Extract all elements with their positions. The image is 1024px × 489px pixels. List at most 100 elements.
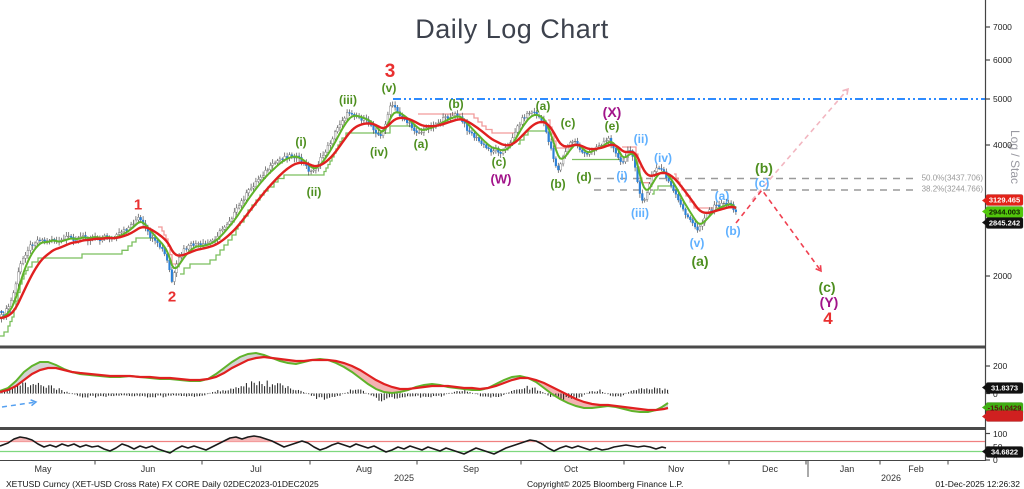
candle-body [583,152,586,154]
candle-body [67,235,70,237]
candle-body [187,245,190,250]
candle-body [674,190,677,195]
arrowhead [842,87,850,95]
candle-body [722,203,725,205]
candle-body [377,132,380,135]
candle-body [598,145,601,148]
candle-body [122,229,125,233]
candle-body [189,243,193,246]
candle-body [679,199,682,205]
candle-body [614,147,617,154]
candle-body [490,148,493,153]
candle-body [137,217,140,221]
candle-body [274,162,277,164]
candle-body [521,117,524,125]
candle-body [346,112,349,119]
ma-slow-red-line [0,116,737,320]
candle-body [22,258,25,264]
candle-body [713,204,716,211]
candle-body [139,217,142,221]
candle-body [266,169,269,171]
candle-body [554,158,557,167]
candle-body [396,107,399,112]
candle-body [533,111,536,113]
candle-body [694,222,697,228]
candle-body [581,149,584,153]
candle-body [132,223,135,225]
candle-body [348,112,351,114]
candle-body [338,124,341,128]
candle-body [326,145,329,153]
candle-body [324,151,327,156]
candle-body [394,105,397,108]
trailing-stop-down-line [418,113,516,134]
candle-body [408,122,411,124]
candle-body [156,240,159,244]
candle-body [24,255,27,259]
candle-body [343,117,346,121]
candle-body [682,204,685,210]
candle-body [81,235,85,237]
candle-body [686,214,689,218]
candle-body [254,181,257,187]
candle-body [228,220,231,225]
candle-body [12,292,15,301]
candle-body [278,158,281,161]
candle-body [444,116,447,118]
candle-body [374,129,377,134]
candle-body [468,130,471,133]
candle-body [638,181,641,194]
candle-body [185,248,188,250]
candle-body [574,141,577,143]
candle-body [660,168,663,170]
security-description: XETUSD Curncy (XET-USD Cross Rate) FX CO… [6,479,319,489]
candle-body [262,175,265,178]
candle-body [259,176,262,180]
candle-body [391,105,394,107]
candle-body [559,163,562,171]
candle-body [204,243,207,245]
candle-body [487,147,490,150]
candle-body [523,117,526,119]
candle-body [691,219,694,224]
candle-body [482,143,485,145]
candle-body [670,180,673,186]
macd-fill [528,378,656,412]
candle-body [151,237,154,239]
candle-body [696,226,699,231]
candle-body [485,144,488,149]
candle-body [689,216,692,220]
candle-body [643,199,646,201]
candle-body [499,152,502,154]
candle-body [617,153,620,158]
candle-body [237,205,241,209]
candle-body [389,105,392,115]
trailing-stop-up-line [518,130,546,145]
candle-body [718,204,721,207]
copyright-text: Copyright© 2025 Bloomberg Finance L.P. [527,479,684,489]
candle-body [415,130,418,133]
candle-body [173,272,176,282]
candle-body [607,137,610,141]
candle-body [194,243,197,246]
candle-body [492,150,495,153]
candle-body [252,186,255,189]
candle-body [161,247,164,249]
candle-body [698,226,701,231]
axis-mode-label[interactable]: Log / Stac [1008,129,1022,185]
osc-line [0,435,667,455]
candle-body [667,177,670,182]
panel-separator [0,427,985,430]
candle-body [684,208,687,215]
candle-body [454,113,457,116]
candle-body [29,244,32,251]
candle-body [26,250,29,256]
macd-blue-arrow [1,401,37,408]
candle-body [646,192,649,200]
candle-body [658,167,661,169]
candle-body [571,141,574,143]
candle-body [619,157,622,162]
candle-body [473,132,476,138]
